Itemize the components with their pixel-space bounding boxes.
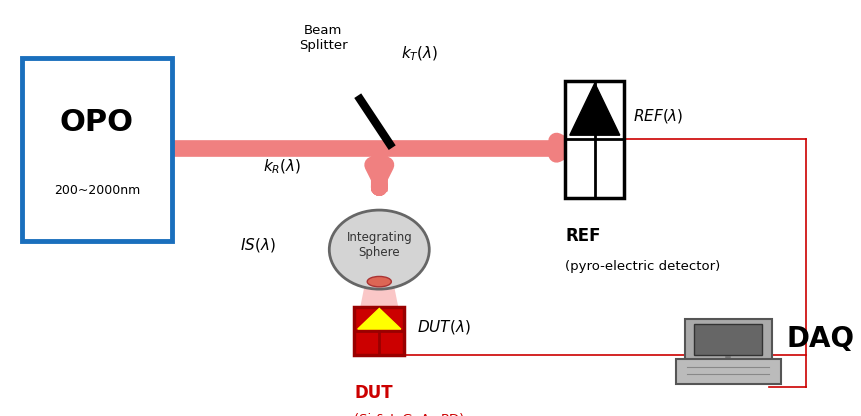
Polygon shape (357, 309, 400, 329)
FancyBboxPatch shape (22, 58, 172, 241)
Text: $k_R(\lambda)$: $k_R(\lambda)$ (263, 157, 301, 176)
Text: $IS(\lambda)$: $IS(\lambda)$ (240, 236, 276, 255)
Text: Integrating
Sphere: Integrating Sphere (346, 231, 412, 260)
Text: DUT: DUT (354, 384, 393, 402)
Text: 200~2000nm: 200~2000nm (53, 183, 140, 196)
Ellipse shape (367, 276, 391, 287)
FancyBboxPatch shape (694, 324, 761, 355)
Polygon shape (569, 83, 619, 135)
Text: Beam
Splitter: Beam Splitter (299, 24, 347, 52)
Text: DAQ: DAQ (786, 325, 853, 353)
Text: (Si & InGaAs PD): (Si & InGaAs PD) (354, 413, 464, 416)
Polygon shape (360, 277, 398, 307)
Text: OPO: OPO (60, 108, 133, 137)
Text: REF: REF (565, 227, 600, 245)
FancyBboxPatch shape (565, 81, 623, 198)
Text: $k_T(\lambda)$: $k_T(\lambda)$ (400, 45, 437, 63)
Text: (pyro-electric detector): (pyro-electric detector) (565, 260, 720, 273)
Text: $REF(\lambda)$: $REF(\lambda)$ (632, 107, 683, 125)
FancyBboxPatch shape (354, 307, 404, 354)
FancyBboxPatch shape (684, 319, 771, 361)
Text: $DUT (\lambda)$: $DUT (\lambda)$ (417, 317, 470, 336)
FancyBboxPatch shape (675, 359, 780, 384)
Ellipse shape (329, 210, 429, 289)
